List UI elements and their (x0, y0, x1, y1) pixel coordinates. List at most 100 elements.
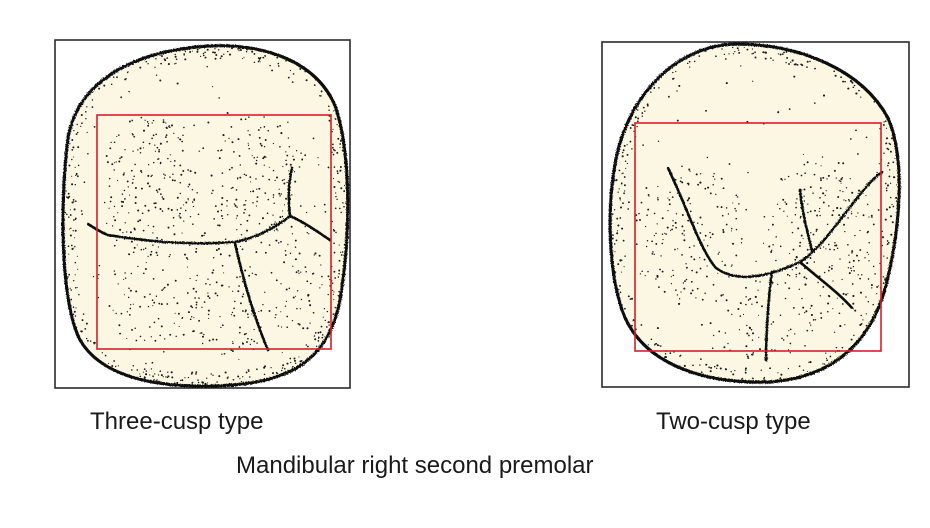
stipple-dot (268, 310, 271, 312)
stipple-dot (868, 260, 870, 262)
stipple-dot (119, 228, 122, 231)
stipple-dot (699, 216, 702, 219)
stipple-dot (207, 278, 209, 280)
stipple-dot (828, 205, 830, 207)
stipple-dot (887, 164, 889, 167)
stipple-dot (175, 62, 177, 65)
stipple-dot (245, 174, 248, 177)
stipple-dot (296, 307, 298, 310)
stipple-dot (246, 341, 248, 343)
stipple-dot (698, 55, 701, 57)
stipple-dot (184, 51, 187, 53)
stipple-dot (235, 189, 238, 191)
stipple-dot (291, 233, 294, 235)
stipple-dot (806, 248, 809, 251)
stipple-dot (281, 215, 284, 218)
stipple-dot (332, 148, 335, 151)
stipple-dot (798, 245, 801, 247)
stipple-dot (802, 369, 805, 372)
stipple-dot (613, 209, 616, 211)
stipple-dot (811, 329, 813, 332)
stipple-dot (859, 291, 863, 294)
stipple-dot (637, 117, 640, 120)
stipple-dot (627, 208, 630, 210)
stipple-dot (876, 293, 878, 295)
stipple-dot (886, 147, 889, 150)
stipple-dot (712, 334, 715, 337)
stipple-dot (700, 371, 703, 374)
stipple-dot (256, 200, 258, 203)
stipple-dot (831, 214, 834, 217)
stipple-dot (697, 183, 700, 186)
stipple-dot (89, 340, 92, 342)
stipple-dot (770, 57, 772, 59)
stipple-dot (239, 302, 242, 305)
stipple-dot (791, 231, 794, 234)
stipple-dot (246, 48, 248, 51)
stipple-dot (152, 119, 155, 122)
stipple-dot (784, 178, 786, 180)
stipple-dot (141, 171, 143, 174)
stipple-dot (275, 239, 278, 242)
stipple-dot (885, 208, 888, 211)
stipple-dot (137, 265, 139, 268)
stipple-dot (85, 111, 87, 113)
stipple-dot (886, 240, 889, 242)
stipple-dot (140, 248, 143, 251)
stipple-dot (851, 283, 854, 285)
stipple-dot (658, 87, 660, 89)
stipple-dot (822, 192, 825, 195)
stipple-dot (339, 147, 341, 149)
stipple-dot (689, 203, 691, 205)
stipple-dot (344, 244, 347, 247)
stipple-dot (623, 190, 626, 192)
stipple-dot (197, 213, 200, 216)
stipple-dot (283, 182, 286, 185)
stipple-dot (331, 131, 333, 133)
stipple-dot (848, 200, 851, 202)
stipple-dot (712, 175, 715, 178)
stipple-dot (124, 78, 127, 81)
stipple-dot (277, 62, 280, 65)
stipple-dot (163, 177, 166, 179)
stipple-dot (155, 295, 158, 297)
stipple-dot (332, 293, 335, 295)
stipple-dot (281, 179, 284, 182)
stipple-dot (202, 54, 205, 57)
stipple-dot (853, 84, 856, 87)
stipple-dot (772, 223, 774, 226)
stipple-dot (789, 50, 791, 52)
stipple-dot (647, 193, 650, 196)
stipple-dot (182, 204, 185, 206)
stipple-dot (127, 296, 130, 299)
stipple-dot (203, 234, 205, 237)
stipple-dot (815, 163, 817, 165)
stipple-dot (647, 270, 649, 273)
stipple-dot (110, 367, 113, 369)
stipple-dot (121, 205, 124, 208)
stipple-dot (270, 366, 272, 369)
stipple-dot (273, 230, 275, 232)
stipple-dot (751, 303, 753, 305)
stipple-dot (341, 149, 344, 152)
stipple-dot (251, 155, 253, 157)
stipple-dot (152, 161, 155, 164)
stipple-dot (720, 177, 723, 180)
stipple-dot (231, 141, 234, 144)
stipple-dot (881, 108, 884, 111)
stipple-dot (203, 301, 206, 303)
stipple-dot (342, 202, 344, 204)
stipple-dot (256, 188, 258, 190)
stipple-dot (772, 244, 774, 246)
stipple-dot (212, 269, 215, 272)
stipple-dot (276, 125, 279, 128)
stipple-dot (145, 370, 148, 372)
stipple-dot (186, 292, 189, 294)
stipple-dot (310, 282, 312, 285)
stipple-dot (292, 155, 294, 157)
stipple-dot (849, 178, 851, 180)
stipple-dot (672, 269, 674, 272)
stipple-dot (258, 59, 260, 62)
stipple-dot (792, 248, 795, 251)
stipple-dot (244, 118, 247, 121)
